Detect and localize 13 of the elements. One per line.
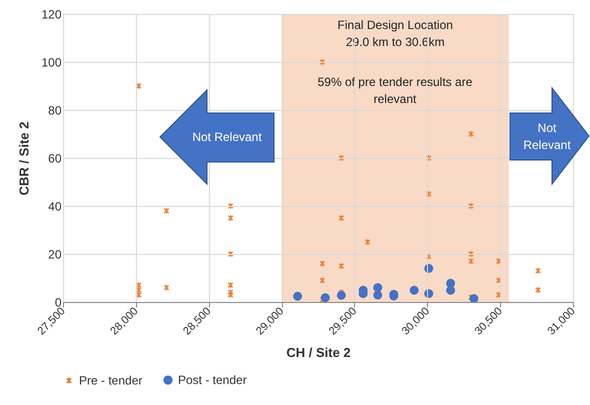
y-axis-title: CBR / Site 2 (16, 122, 32, 196)
y-tick-label: 100 (41, 56, 62, 70)
y-tick-label: 40 (48, 200, 62, 214)
annotation: Not Relevant (192, 130, 262, 144)
annotation: Not Relevant (523, 121, 572, 152)
annotation: 59% of pre tender results are relevant (318, 75, 473, 106)
y-tick-label: 80 (48, 104, 62, 118)
legend-label: Post - tender (178, 373, 247, 388)
legend-label: Pre - tender (79, 374, 142, 388)
y-tick-label: 60 (48, 152, 62, 166)
x-axis-title: CH / Site 2 (286, 344, 351, 360)
y-tick-label: 120 (41, 8, 62, 22)
y-tick-label: 20 (48, 248, 62, 262)
